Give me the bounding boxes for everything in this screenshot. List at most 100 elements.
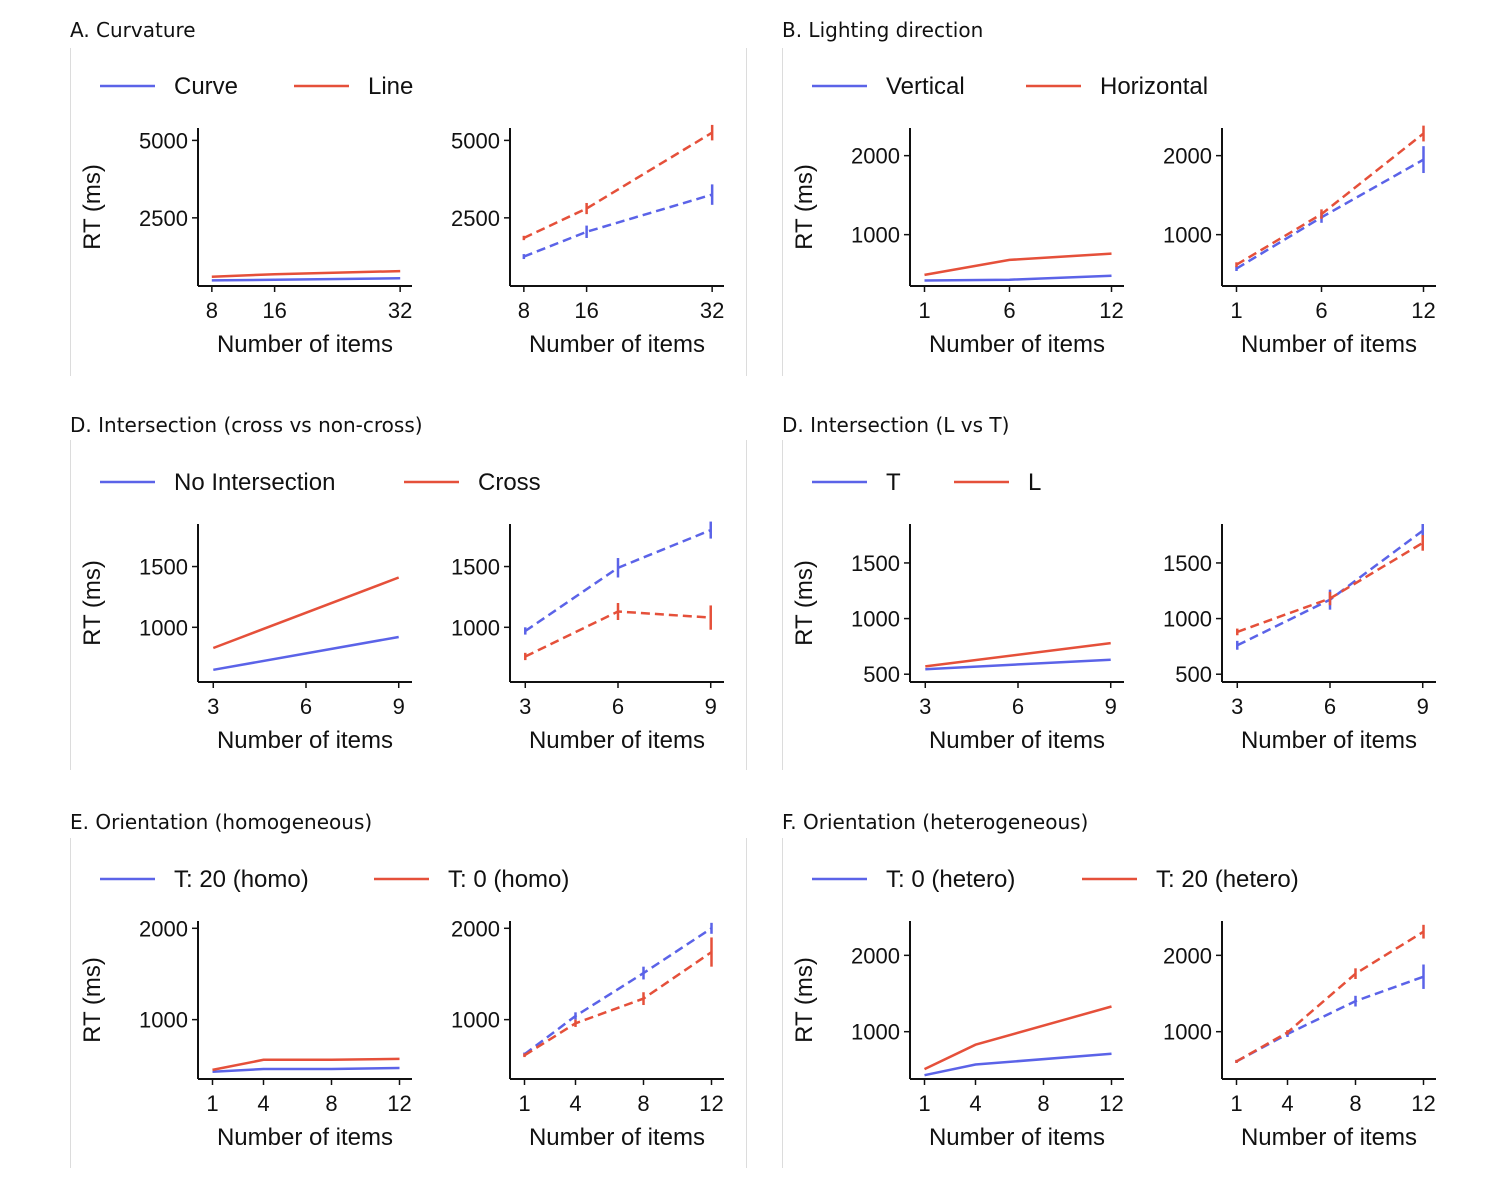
x-tick-label: 3 [919,694,931,719]
y-tick-label: 1000 [851,223,900,248]
series-line-no-intersection [213,635,399,672]
x-tick-label: 8 [206,298,218,323]
series-line-t [925,658,1111,671]
x-axis-label: Number of items [217,727,393,754]
x-tick-label: 12 [387,1091,411,1116]
panel-divider [782,838,783,1168]
y-tick-label: 1500 [1163,551,1212,576]
y-tick-label: 2000 [1163,943,1212,968]
panel-divider [746,838,747,1168]
x-axis-label: Number of items [929,1124,1105,1151]
x-tick-label: 8 [1349,1091,1361,1116]
x-tick-label: 1 [1230,1091,1242,1116]
x-tick-label: 9 [1417,694,1429,719]
x-tick-label: 3 [1231,694,1243,719]
y-tick-label: 500 [863,662,900,687]
series-line-vertical [1235,158,1425,270]
x-axis-label: Number of items [1241,1124,1417,1151]
legend-label: L [1028,469,1041,496]
x-tick-label: 8 [637,1091,649,1116]
series-line-t-0-hetero- [1235,975,1424,1063]
x-tick-label: 9 [1105,694,1117,719]
x-tick-label: 9 [393,694,405,719]
y-tick-label: 1000 [851,1020,900,1045]
legend-label: T: 0 (homo) [448,866,569,893]
y-tick-label: 1000 [139,615,188,640]
series-line-curve [211,277,401,282]
x-axis-label: Number of items [929,331,1105,358]
x-axis-label: Number of items [217,1124,393,1151]
x-axis-label: Number of items [529,727,705,754]
x-tick-label: 6 [1012,694,1024,719]
legend-label: Cross [478,469,541,496]
y-tick-label: 1000 [451,1008,500,1033]
x-tick-label: 12 [1099,298,1123,323]
y-tick-label: 1000 [1163,1020,1212,1045]
x-axis-label: Number of items [217,331,393,358]
series-line-cross [212,576,400,650]
series-line-t-20-homo- [212,1066,400,1073]
series-line-vertical [924,274,1112,282]
x-tick-label: 32 [388,298,412,323]
y-tick-label: 2500 [451,206,500,231]
x-tick-label: 1 [206,1091,218,1116]
series-line-l [1236,541,1424,634]
series-line-t-20-hetero- [923,1005,1112,1071]
x-tick-label: 1 [1230,298,1242,323]
panel-E-title: E. Orientation (homogeneous) [70,810,373,834]
y-tick-label: 2000 [451,916,500,941]
legend-label: T: 20 (homo) [174,866,309,893]
panel-B-title: B. Lighting direction [782,18,984,42]
x-axis-label: Number of items [529,1124,705,1151]
series-line-t-0-homo- [212,1057,400,1072]
x-tick-label: 4 [569,1091,581,1116]
x-tick-label: 16 [262,298,286,323]
x-axis-label: Number of items [1241,727,1417,754]
x-axis-label: Number of items [529,331,705,358]
y-tick-label: 500 [1175,662,1212,687]
x-axis-label: Number of items [929,727,1105,754]
y-tick-label: 2000 [139,916,188,941]
x-tick-label: 3 [519,694,531,719]
x-tick-label: 3 [207,694,219,719]
y-tick-label: 5000 [139,128,188,153]
x-tick-label: 1 [918,1091,930,1116]
panel-D-title: D. Intersection (L vs T) [782,413,1010,437]
x-tick-label: 6 [300,694,312,719]
y-tick-label: 1500 [139,555,188,580]
y-tick-label: 1000 [139,1008,188,1033]
series-line-line [211,269,401,278]
x-tick-label: 9 [705,694,717,719]
x-tick-label: 1 [918,298,930,323]
y-tick-label: 1000 [1163,607,1212,632]
x-axis-label: Number of items [1241,331,1417,358]
legend-label: Horizontal [1100,73,1208,100]
y-tick-label: 2000 [851,144,900,169]
x-tick-label: 4 [257,1091,269,1116]
series-line-l [925,641,1111,668]
y-tick-label: 1000 [1163,223,1212,248]
series-line-t-0-hetero- [924,1052,1112,1077]
series-line-t-20-hetero- [1235,930,1425,1063]
legend-label: Curve [174,73,238,100]
x-tick-label: 12 [1411,1091,1435,1116]
panel-divider [746,440,747,770]
legend-label: T: 20 (hetero) [1156,866,1299,893]
x-tick-label: 4 [1281,1091,1293,1116]
legend-label: T: 0 (hetero) [886,866,1015,893]
x-tick-label: 6 [1003,298,1015,323]
x-tick-label: 8 [518,298,530,323]
series-line-t-0-homo- [523,951,713,1057]
y-axis-label: RT (ms) [791,560,818,646]
legend-label: T [886,469,901,496]
x-tick-label: 32 [700,298,724,323]
y-axis-label: RT (ms) [79,560,106,646]
y-tick-label: 1500 [851,551,900,576]
x-tick-label: 12 [699,1091,723,1116]
y-tick-label: 2000 [1163,144,1212,169]
panel-divider [746,48,747,376]
legend-label: No Intersection [174,469,335,496]
y-axis-label: RT (ms) [791,957,818,1043]
y-axis-label: RT (ms) [79,164,106,250]
